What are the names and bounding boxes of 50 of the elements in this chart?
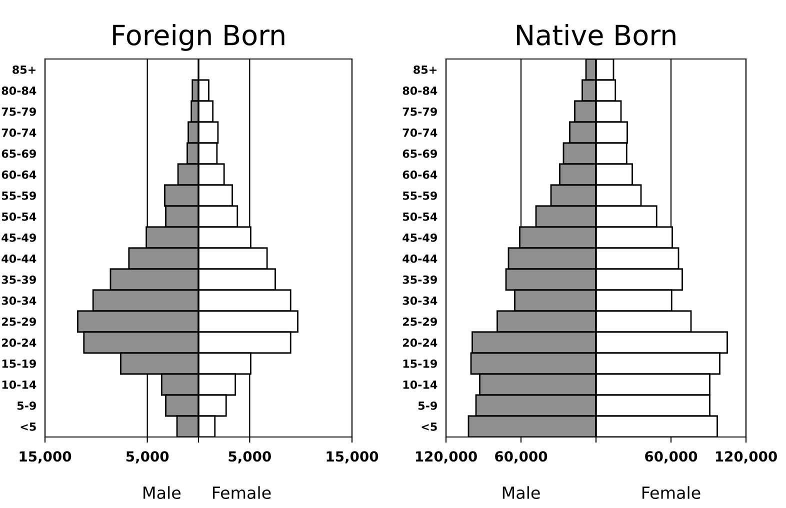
y-tick-label: 10-14 <box>2 380 36 389</box>
y-tick-label: 50-54 <box>2 212 36 221</box>
y-tick-label: 5-9 <box>17 401 36 410</box>
x-tick-label: 60,000 <box>495 451 548 464</box>
x-tick-label: 60,000 <box>645 451 698 464</box>
x-tick-label: 120,000 <box>716 451 777 464</box>
y-tick-label: 80-84 <box>2 86 36 95</box>
y-tick-label: 10-14 <box>403 380 438 389</box>
y-tick-label: 5-9 <box>418 401 437 410</box>
x-tick-label: 5,000 <box>228 451 271 464</box>
y-tick-label: 65-69 <box>402 149 437 158</box>
chart-title: Native Born <box>517 24 676 46</box>
y-tick-label: <5 <box>422 422 437 431</box>
y-tick-label: 70-74 <box>2 128 36 137</box>
y-tick-label: 80-84 <box>402 86 438 95</box>
y-tick-label: 40-44 <box>2 254 36 263</box>
x-tick-label: 15,000 <box>326 451 378 464</box>
x-tick-label: 5,000 <box>126 451 169 464</box>
text: Female <box>212 486 271 500</box>
y-tick-label: 70-74 <box>402 128 438 137</box>
y-tick-label: 55-59 <box>2 191 36 200</box>
y-tick-label: <5 <box>20 422 36 431</box>
y-tick-label: 35-39 <box>2 275 36 284</box>
y-tick-label: 65-69 <box>2 149 36 158</box>
y-tick-label: 45-49 <box>2 233 36 242</box>
y-tick-label: 15-19 <box>2 359 36 368</box>
chart-title: Foreign Born <box>113 24 284 51</box>
x-tick-label: 120,000 <box>416 451 477 464</box>
y-tick-label: 25-29 <box>2 317 36 326</box>
text: Female <box>642 486 700 500</box>
y-tick-label: 45-49 <box>402 233 437 242</box>
y-tick-label: 50-54 <box>402 212 438 221</box>
y-tick-label: 25-29 <box>403 317 437 326</box>
y-tick-label: 30-34 <box>402 296 438 305</box>
y-tick-label: 85+ <box>12 65 36 74</box>
y-tick-label: 20-24 <box>403 338 438 347</box>
y-tick-label: 55-59 <box>402 191 437 200</box>
y-tick-label: 20-24 <box>2 338 36 347</box>
x-tick-label: 15,000 <box>20 451 72 464</box>
y-tick-label: 75-79 <box>2 107 36 116</box>
y-tick-label: 35-39 <box>402 275 437 284</box>
y-tick-label: 15-19 <box>403 359 437 368</box>
y-tick-label: 60-64 <box>402 170 438 179</box>
text: Male <box>144 486 181 500</box>
y-tick-label: 60-64 <box>2 170 36 179</box>
y-tick-label: 85+ <box>414 65 436 74</box>
text: Male <box>502 486 540 500</box>
y-tick-label: 40-44 <box>402 254 438 263</box>
y-tick-label: 75-79 <box>402 107 437 116</box>
y-tick-label: 30-34 <box>2 296 36 305</box>
